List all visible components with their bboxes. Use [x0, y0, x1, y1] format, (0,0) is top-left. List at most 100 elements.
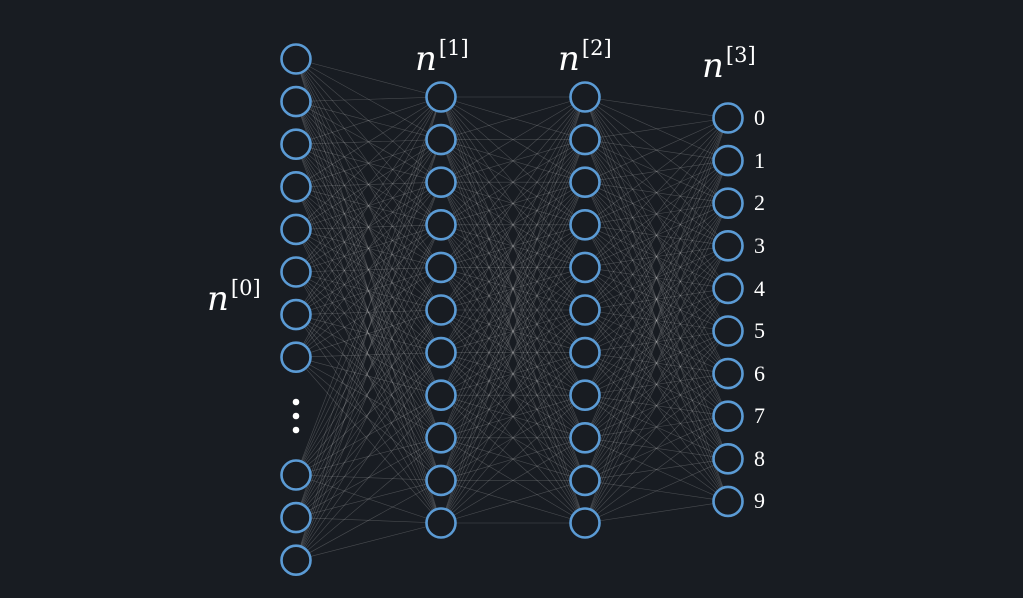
edge-l0-9-to-l1-7 [295, 394, 442, 518]
edge-l0-10-to-l1-0 [295, 96, 442, 561]
edge-l1-10-to-l2-4 [440, 267, 586, 524]
edge-l1-0-to-l2-1 [440, 96, 586, 140]
node-layer3-4 [712, 272, 744, 305]
edge-l0-2-to-l1-7 [295, 144, 442, 396]
edge-l0-8-to-l1-5 [295, 309, 442, 476]
edge-l2-7-to-l3-8 [584, 394, 729, 460]
edge-l2-6-to-l3-0 [584, 117, 729, 353]
node-layer1-2 [425, 166, 457, 198]
edge-l0-0-to-l1-10 [295, 58, 442, 524]
edge-l0-4-to-l1-10 [295, 229, 442, 524]
edge-l0-8-to-l1-10 [295, 474, 442, 524]
edge-l2-9-to-l3-1 [584, 160, 729, 481]
edge-l2-2-to-l3-0 [584, 117, 729, 183]
edge-l1-9-to-l2-4 [440, 267, 586, 481]
edge-l0-6-to-l1-7 [295, 314, 442, 396]
edge-l0-7-to-l1-3 [295, 224, 442, 358]
edge-l2-8-to-l3-1 [584, 160, 729, 438]
node-layer3-5 [712, 315, 744, 347]
output-label-7: 7 [754, 403, 765, 428]
edge-l2-2-to-l3-4 [584, 181, 729, 289]
edge-l2-1-to-l3-7 [584, 139, 729, 417]
node-layer1-9 [425, 464, 457, 497]
edge-l0-10-to-l1-6 [295, 352, 442, 561]
edge-l0-4-to-l1-7 [295, 229, 442, 396]
node-layer3-6 [712, 357, 744, 390]
edge-l0-0-to-l1-2 [295, 58, 442, 183]
edge-l1-4-to-l2-1 [440, 139, 586, 268]
edge-l0-7-to-l1-8 [295, 356, 442, 439]
edge-l0-10-to-l1-2 [295, 182, 442, 561]
edge-l0-5-to-l1-1 [295, 139, 442, 273]
edge-l0-3-to-l1-6 [295, 186, 442, 353]
edge-l2-5-to-l3-9 [584, 309, 729, 502]
edge-l0-5-to-l1-6 [295, 271, 442, 353]
edge-l1-9-to-l2-8 [440, 437, 586, 481]
edge-l1-5-to-l2-4 [440, 267, 586, 311]
edge-l2-1-to-l3-1 [584, 139, 729, 161]
edge-l2-3-to-l3-5 [584, 224, 729, 332]
edge-l1-10-to-l2-2 [440, 182, 586, 524]
edge-l0-5-to-l1-5 [295, 271, 442, 311]
edge-l0-4-to-l1-2 [295, 181, 442, 230]
ellipsis-dot-0 [292, 398, 300, 406]
edge-l1-10-to-l2-9 [440, 480, 586, 524]
ellipsis-dots [292, 398, 300, 434]
edge-l2-1-to-l3-6 [584, 139, 729, 374]
edge-l0-9-to-l1-3 [295, 224, 442, 518]
node-layer1-1 [425, 123, 457, 156]
edge-l2-3-to-l3-3 [584, 224, 729, 247]
edge-l2-8-to-l3-6 [584, 373, 729, 439]
edge-l0-1-to-l1-7 [295, 101, 442, 396]
edge-l1-5-to-l2-10 [440, 309, 586, 524]
edge-l1-2-to-l2-3 [440, 181, 586, 226]
edge-l2-10-to-l3-5 [584, 330, 729, 524]
output-label-2: 2 [754, 190, 765, 215]
edge-l0-6-to-l1-6 [295, 314, 442, 353]
edge-l2-7-to-l3-4 [584, 288, 729, 396]
edge-l1-6-to-l2-0 [440, 96, 586, 353]
edge-l0-1-to-l1-3 [295, 101, 442, 226]
edge-l2-8-to-l3-4 [584, 288, 729, 439]
output-label-5: 5 [754, 318, 765, 343]
edge-l0-1-to-l1-8 [295, 101, 442, 438]
edge-l2-4-to-l3-6 [584, 267, 729, 374]
edge-l0-2-to-l1-6 [295, 144, 442, 353]
edge-l0-8-to-l1-0 [295, 96, 442, 476]
edge-l1-1-to-l2-2 [440, 139, 586, 183]
edge-l1-9-to-l2-3 [440, 224, 586, 481]
edge-l2-10-to-l3-1 [584, 160, 729, 524]
edge-l2-7-to-l3-5 [584, 330, 729, 396]
edge-l1-0-to-l2-5 [440, 96, 586, 311]
edge-l2-7-to-l3-2 [584, 203, 729, 396]
node-layer2-4 [569, 251, 601, 284]
edge-l0-2-to-l1-9 [295, 144, 442, 481]
edge-l1-7-to-l2-6 [440, 352, 586, 396]
edge-l1-10-to-l2-8 [440, 437, 586, 524]
edge-l1-3-to-l2-0 [440, 96, 586, 226]
node-layer0-6 [280, 298, 312, 331]
edge-l1-2-to-l2-7 [440, 182, 586, 396]
edge-l0-1-to-l1-2 [295, 101, 442, 183]
edge-l1-10-to-l2-0 [440, 96, 586, 524]
edge-l0-7-to-l1-5 [295, 309, 442, 358]
edge-l1-8-to-l2-7 [440, 394, 586, 439]
edge-l1-0-to-l2-4 [440, 96, 586, 268]
edge-l2-2-to-l3-3 [584, 181, 729, 247]
edge-l1-5-to-l2-2 [440, 181, 586, 311]
output-label-3: 3 [754, 233, 765, 258]
edge-l1-7-to-l2-1 [440, 139, 586, 396]
edge-l1-4-to-l2-10 [440, 267, 586, 524]
nodes [280, 43, 744, 577]
edge-l0-9-to-l1-1 [295, 139, 442, 518]
node-layer0-1 [280, 85, 312, 118]
edge-l2-6-to-l3-4 [584, 288, 729, 353]
edge-l1-0-to-l2-3 [440, 96, 586, 226]
edge-l0-4-to-l1-9 [295, 229, 442, 481]
edge-l0-5-to-l1-4 [295, 267, 442, 273]
edge-l1-8-to-l2-4 [440, 267, 586, 438]
edge-l1-3-to-l2-2 [440, 181, 586, 226]
edge-l1-8-to-l2-1 [440, 139, 586, 438]
output-label-8: 8 [754, 446, 765, 471]
edge-l0-9-to-l1-0 [295, 96, 442, 518]
